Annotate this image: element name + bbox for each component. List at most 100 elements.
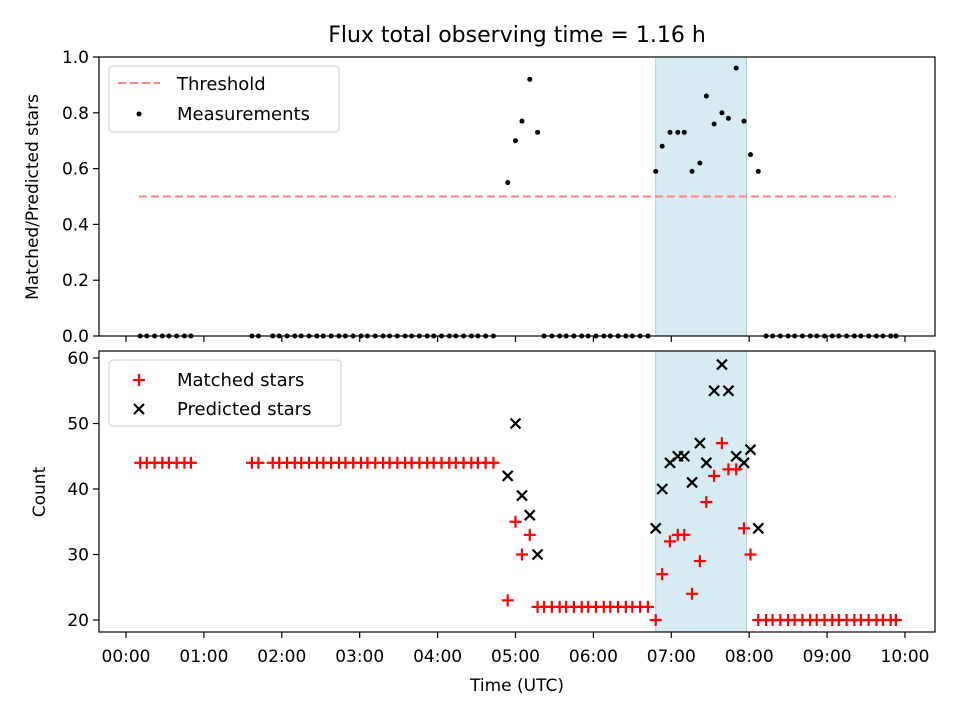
measurement-point — [675, 129, 681, 135]
top-y-axis-ticks: 0.0 0.2 0.4 0.6 0.8 1.0 — [62, 48, 99, 347]
measurement-point — [747, 152, 753, 158]
x-tick-label: 00:00 — [102, 647, 151, 667]
measurement-point — [527, 76, 533, 82]
bottom-y-axis-label: Count — [30, 466, 50, 517]
x-tick-label: 07:00 — [647, 647, 696, 667]
y-tick-label: 0.8 — [62, 104, 89, 124]
predicted-star-point — [509, 417, 522, 430]
predicted-star-point — [716, 358, 728, 371]
x-tick-label: 04:00 — [413, 647, 462, 667]
y-tick-label: 20 — [67, 611, 89, 631]
predicted-star-point — [722, 384, 735, 397]
matched-star-point — [738, 522, 751, 535]
measurement-point — [755, 168, 761, 174]
predicted-star-point — [686, 476, 698, 489]
matched-star-point — [678, 528, 691, 541]
predicted-star-point — [744, 443, 757, 456]
legend-predicted-label: Predicted stars — [177, 399, 311, 420]
matched-star-point — [686, 587, 699, 600]
legend-matched-label: Matched stars — [177, 370, 304, 391]
legend-measurements-label: Measurements — [177, 104, 310, 125]
predicted-star-point — [738, 457, 750, 469]
x-tick-label: 05:00 — [491, 647, 540, 667]
bottom-axes-frame — [98, 350, 936, 633]
measurement-point — [719, 110, 725, 116]
chart-title: Flux total observing time = 1.16 h — [328, 23, 706, 48]
matched-star-point — [715, 437, 728, 450]
matched-star-point — [184, 456, 197, 469]
matched-star-point — [700, 496, 713, 509]
measurement-point — [711, 121, 717, 127]
top-axes: 0.0 0.2 0.4 0.6 0.8 1.0 Matched/Predicted sta… — [23, 48, 936, 347]
measurement-point — [653, 168, 659, 174]
predicted-star-point — [700, 457, 713, 469]
y-tick-label: 60 — [67, 349, 89, 369]
bottom-shaded-region — [655, 350, 748, 633]
matched-star-point — [664, 535, 677, 548]
predicted-star-point — [678, 450, 691, 463]
measurement-point — [733, 65, 739, 71]
top-y-axis-label: Matched/Predicted stars — [23, 94, 43, 300]
y-tick-label: 0.0 — [62, 327, 89, 347]
bottom-legend-box — [108, 359, 342, 427]
bottom-legend: Matched stars Predicted stars — [108, 359, 342, 427]
matched-star-point — [730, 463, 743, 476]
measurement-point — [659, 143, 665, 149]
matched-star-point — [523, 528, 536, 541]
top-axes-frame — [98, 56, 936, 337]
bottom-axes: 20 30 40 50 60 00:00 01:00 02:00 03:00 04:00 05:0… — [30, 349, 936, 696]
y-tick-label: 50 — [67, 415, 89, 435]
predicted-star-point — [752, 522, 765, 535]
bottom-x-axis-ticks: 00:00 01:00 02:00 03:00 04:00 05:00 06:00 07:00… — [102, 632, 930, 667]
matched-star-point — [744, 548, 757, 561]
x-tick-label: 06:00 — [569, 647, 618, 667]
matched-star-point — [509, 515, 522, 528]
legend-predicted-swatch — [133, 403, 145, 415]
y-tick-label: 30 — [67, 546, 89, 566]
measurement-point — [703, 93, 709, 99]
matched-star-point — [889, 614, 902, 626]
bottom-x-axis-label: Time (UTC) — [469, 676, 564, 696]
measurement-point — [741, 118, 747, 124]
bottom-y-axis-ticks: 20 30 40 50 60 — [67, 349, 99, 631]
matched-star-point — [656, 568, 669, 581]
predicted-star-point — [516, 489, 528, 502]
matched-star-point — [641, 600, 654, 613]
measurement-point — [667, 129, 673, 135]
measurement-point — [505, 180, 511, 186]
predicted-star-point — [501, 470, 514, 482]
y-tick-label: 40 — [67, 480, 89, 500]
measurement-point — [681, 129, 687, 135]
matched-star-point — [708, 469, 721, 482]
measurement-point — [535, 129, 541, 135]
predicted-star-point — [649, 522, 662, 535]
measurement-point — [519, 118, 525, 124]
measurement-point — [697, 160, 703, 166]
legend-measurements-swatch — [136, 111, 142, 117]
y-tick-label: 0.4 — [62, 215, 89, 235]
x-tick-label: 03:00 — [335, 647, 384, 667]
top-x-axis-ticks — [125, 336, 906, 342]
y-tick-label: 0.6 — [62, 160, 89, 180]
matched-star-point — [501, 594, 514, 607]
predicted-star-point — [531, 548, 544, 561]
top-legend: Threshold Measurements — [108, 65, 340, 133]
predicted-star-point — [694, 437, 706, 449]
x-tick-label: 02:00 — [257, 647, 306, 667]
top-legend-box — [108, 65, 340, 133]
measurement-point — [513, 138, 518, 144]
legend-matched-swatch — [133, 374, 145, 386]
predicted-star-point — [656, 483, 668, 495]
matched-star-point — [515, 548, 528, 561]
matched-star-point — [252, 456, 265, 469]
matched-stars-series — [134, 437, 902, 626]
predicted-star-point — [524, 509, 536, 521]
x-tick-label: 10:00 — [881, 647, 930, 667]
y-tick-label: 0.2 — [62, 271, 89, 291]
matched-star-point — [487, 456, 500, 469]
x-tick-label: 01:00 — [179, 647, 228, 667]
x-tick-label: 08:00 — [725, 647, 774, 667]
predicted-stars-series — [501, 358, 765, 561]
predicted-star-point — [708, 384, 720, 397]
